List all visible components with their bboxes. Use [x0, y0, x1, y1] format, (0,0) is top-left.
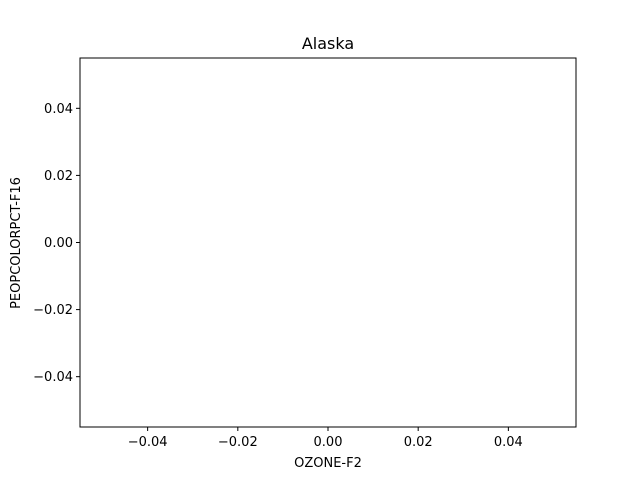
x-tick-label: 0.04	[494, 435, 523, 450]
x-tick-label: −0.02	[218, 435, 258, 450]
y-tick-label: 0.02	[44, 169, 73, 184]
y-axis: −0.04 −0.02 0.00 0.02 0.04	[33, 102, 80, 385]
x-axis: −0.04 −0.02 0.00 0.02 0.04	[128, 427, 523, 450]
x-axis-label: OZONE-F2	[294, 456, 362, 471]
plot-area	[79, 57, 577, 428]
y-tick-label: 0.00	[44, 236, 73, 251]
y-tick-label: 0.04	[44, 102, 73, 117]
y-axis-label: PEOPCOLORPCT-F16	[9, 177, 24, 309]
y-tick-label: −0.04	[33, 370, 73, 385]
chart-title: Alaska	[302, 34, 354, 53]
y-tick-label: −0.02	[33, 303, 73, 318]
x-tick-label: 0.02	[404, 435, 433, 450]
x-tick-label: 0.00	[314, 435, 343, 450]
x-tick-label: −0.04	[128, 435, 168, 450]
